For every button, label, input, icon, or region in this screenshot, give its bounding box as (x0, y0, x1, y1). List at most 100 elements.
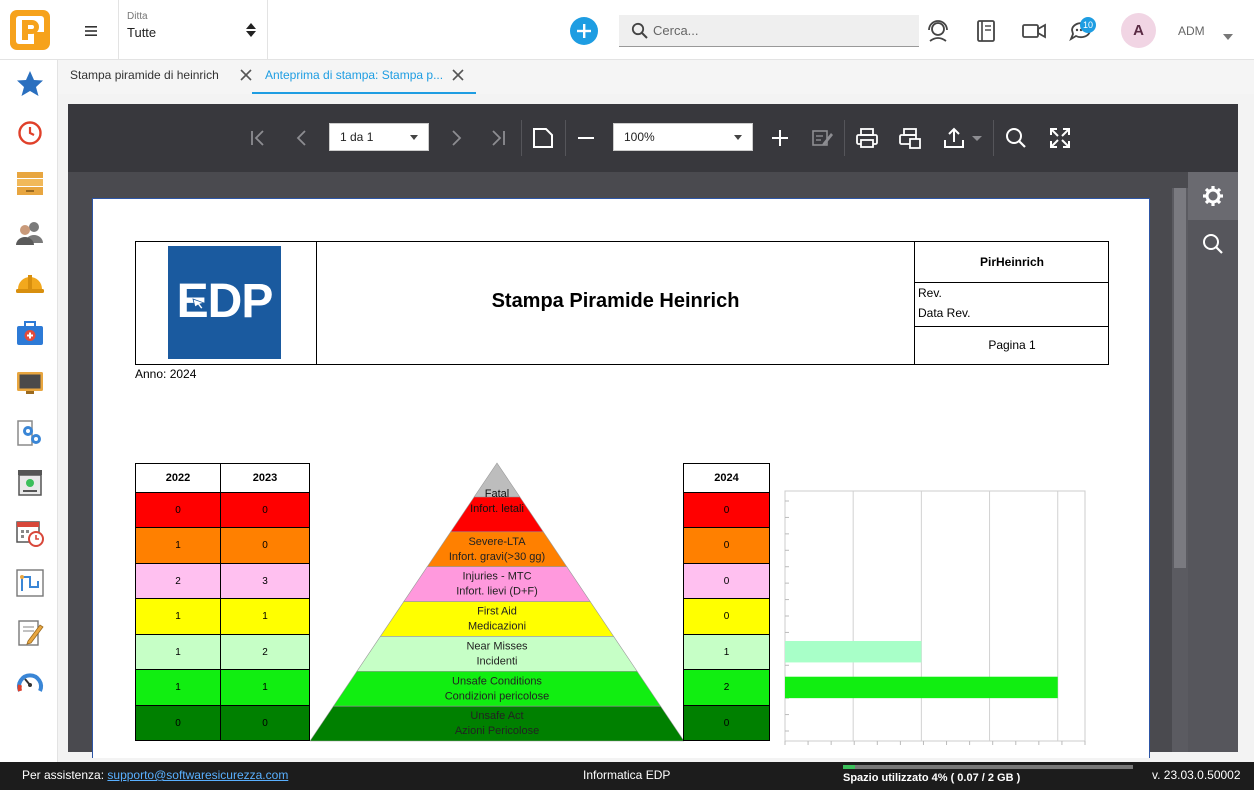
zoom-select-value: 100% (624, 130, 655, 144)
tab-label: Anteprima di stampa: Stampa p... (265, 68, 444, 82)
close-icon[interactable] (240, 69, 252, 81)
edit-report-icon[interactable] (810, 126, 834, 150)
ditta-selector[interactable]: Ditta Tutte (127, 11, 262, 40)
medical-kit-icon[interactable] (14, 317, 46, 349)
single-page-icon[interactable] (531, 126, 555, 150)
clock-icon[interactable] (14, 117, 46, 149)
top-bar: Ditta Tutte 10 A ADM (0, 0, 1254, 60)
zoom-out-icon[interactable] (574, 126, 598, 150)
storage-progress-fill (843, 765, 855, 769)
tab-stampa-piramide[interactable]: Stampa piramide di heinrich (70, 60, 254, 94)
pyramid-level-label: Incidenti (477, 655, 518, 667)
zoom-select[interactable]: 100% (613, 123, 753, 151)
flowchart-icon[interactable] (14, 567, 46, 599)
menu-icon[interactable] (78, 22, 104, 40)
report-page: EDP Stampa Piramide Heinrich PirHeinrich… (92, 198, 1150, 758)
chevron-down-icon[interactable] (1223, 27, 1233, 45)
support-agent-icon[interactable] (925, 18, 951, 44)
gears-icon[interactable] (14, 417, 46, 449)
table-cell: 0 (683, 598, 770, 635)
next-page-icon[interactable] (444, 126, 468, 150)
table-cell: 3 (220, 563, 310, 599)
viewer-toolbar: 1 da 1 100% (68, 104, 1238, 172)
pyramid-level-label: Unsafe Conditions (452, 675, 542, 687)
helmet-icon[interactable] (14, 267, 46, 299)
vertical-scrollbar[interactable] (1172, 188, 1188, 752)
app-logo[interactable] (10, 10, 50, 50)
table-cell: 1 (135, 634, 221, 670)
pyramid-level-label: Near Misses (466, 640, 528, 652)
divider (118, 0, 119, 60)
user-name[interactable]: ADM (1178, 24, 1205, 38)
fullscreen-icon[interactable] (1048, 126, 1072, 150)
column-header: 2022 (135, 463, 221, 493)
table-row: 2 (683, 669, 770, 706)
logo-cell: EDP (136, 242, 317, 364)
find-icon[interactable] (1004, 126, 1028, 150)
table-row: 0 (683, 598, 770, 635)
zoom-in-icon[interactable] (768, 126, 792, 150)
print-icon[interactable] (855, 126, 879, 150)
avatar[interactable]: A (1121, 13, 1156, 48)
pyramid-level (310, 705, 684, 742)
edit-document-icon[interactable] (14, 617, 46, 649)
page-select[interactable]: 1 da 1 (329, 123, 429, 151)
chevron-down-icon (734, 135, 742, 140)
settings-button[interactable] (1188, 172, 1238, 220)
bar-chart (784, 490, 1086, 745)
chevron-down-icon (410, 135, 418, 140)
tab-bar: Stampa piramide di heinrich Anteprima di… (58, 60, 1254, 94)
last-page-icon[interactable] (486, 126, 510, 150)
notification-badge: 10 (1080, 17, 1096, 33)
people-icon[interactable] (14, 217, 46, 249)
report-header: EDP Stampa Piramide Heinrich PirHeinrich… (135, 241, 1109, 365)
export-icon[interactable] (942, 126, 966, 150)
sort-arrows-icon[interactable] (245, 22, 257, 43)
pyramid-level-label: Infort. lievi (D+F) (456, 586, 538, 598)
tab-anteprima-di-stampa[interactable]: Anteprima di stampa: Stampa p... (252, 60, 476, 94)
anno-label: Anno: 2024 (135, 367, 197, 381)
gear-icon (1203, 186, 1223, 206)
video-camera-icon[interactable] (1021, 18, 1047, 44)
add-button[interactable] (570, 17, 598, 45)
table-cell: 2 (135, 563, 221, 599)
table-cell: 1 (220, 598, 310, 635)
search-icon (1203, 234, 1223, 254)
cabinet-icon[interactable] (14, 467, 46, 499)
storage-usage: Spazio utilizzato 4% ( 0.07 / 2 GB ) (843, 765, 1133, 784)
previous-page-icon[interactable] (290, 126, 314, 150)
pyramid-level-label: First Aid (477, 606, 517, 618)
star-icon[interactable] (14, 68, 46, 100)
calendar-clock-icon[interactable] (14, 517, 46, 549)
company-name: Informatica EDP (583, 768, 671, 782)
table-cell: 2 (220, 634, 310, 670)
first-page-icon[interactable] (246, 126, 270, 150)
scroll-thumb[interactable] (1174, 188, 1186, 568)
monitor-icon[interactable] (14, 367, 46, 399)
table-cell: 1 (135, 669, 221, 706)
column-header: 2024 (683, 463, 770, 493)
export-dropdown-icon[interactable] (970, 126, 984, 150)
archive-icon[interactable] (14, 167, 46, 199)
table-cell: 0 (220, 527, 310, 564)
search-panel-button[interactable] (1188, 220, 1238, 268)
table-cell: 1 (135, 598, 221, 635)
search-box[interactable] (619, 15, 919, 47)
divider (267, 0, 268, 60)
gauge-icon[interactable] (14, 667, 46, 699)
rev-label: Rev. (918, 286, 942, 300)
support-email-link[interactable]: supporto@softwaresicurezza.com (107, 768, 289, 782)
table-cell: 0 (135, 705, 221, 741)
close-icon[interactable] (452, 69, 464, 81)
print-page-icon[interactable] (898, 126, 922, 150)
search-input[interactable] (653, 15, 913, 46)
book-icon[interactable] (973, 18, 999, 44)
report-title: Stampa Piramide Heinrich (491, 290, 740, 312)
pyramid-level-label: Severe-LTA (468, 536, 526, 548)
page-select-value: 1 da 1 (340, 130, 374, 144)
